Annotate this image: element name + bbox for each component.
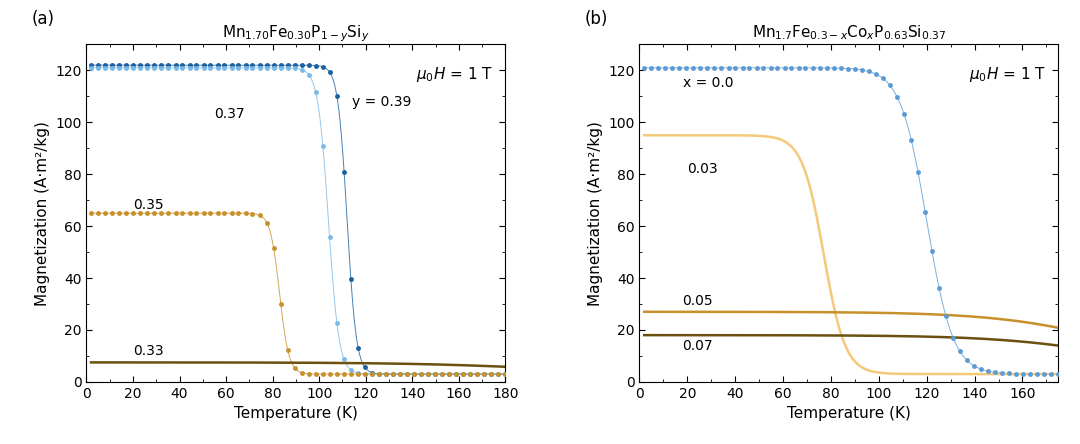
Title: Mn$_{1.70}$Fe$_{0.30}$P$_{1-y}$Si$_y$: Mn$_{1.70}$Fe$_{0.30}$P$_{1-y}$Si$_y$ — [222, 24, 369, 44]
Text: y = 0.39: y = 0.39 — [352, 95, 411, 108]
Text: 0.37: 0.37 — [215, 107, 245, 122]
Title: Mn$_{1.7}$Fe$_{0.3-x}$Co$_x$P$_{0.63}$Si$_{0.37}$: Mn$_{1.7}$Fe$_{0.3-x}$Co$_x$P$_{0.63}$Si… — [752, 24, 946, 42]
Y-axis label: Magnetization (A·m²/kg): Magnetization (A·m²/kg) — [35, 121, 50, 305]
Text: (b): (b) — [585, 9, 608, 28]
Text: $\mu_0H$ = 1 T: $\mu_0H$ = 1 T — [416, 65, 492, 83]
X-axis label: Temperature (K): Temperature (K) — [787, 406, 910, 421]
Text: x = 0.0: x = 0.0 — [683, 76, 733, 90]
Text: 0.05: 0.05 — [683, 294, 713, 309]
Text: 0.35: 0.35 — [133, 198, 163, 212]
Text: 0.03: 0.03 — [687, 162, 718, 176]
Y-axis label: Magnetization (A·m²/kg): Magnetization (A·m²/kg) — [588, 121, 603, 305]
Text: (a): (a) — [32, 9, 55, 28]
Text: $\mu_0H$ = 1 T: $\mu_0H$ = 1 T — [969, 65, 1045, 83]
Text: 0.07: 0.07 — [683, 338, 713, 353]
X-axis label: Temperature (K): Temperature (K) — [234, 406, 357, 421]
Text: 0.33: 0.33 — [133, 344, 163, 358]
